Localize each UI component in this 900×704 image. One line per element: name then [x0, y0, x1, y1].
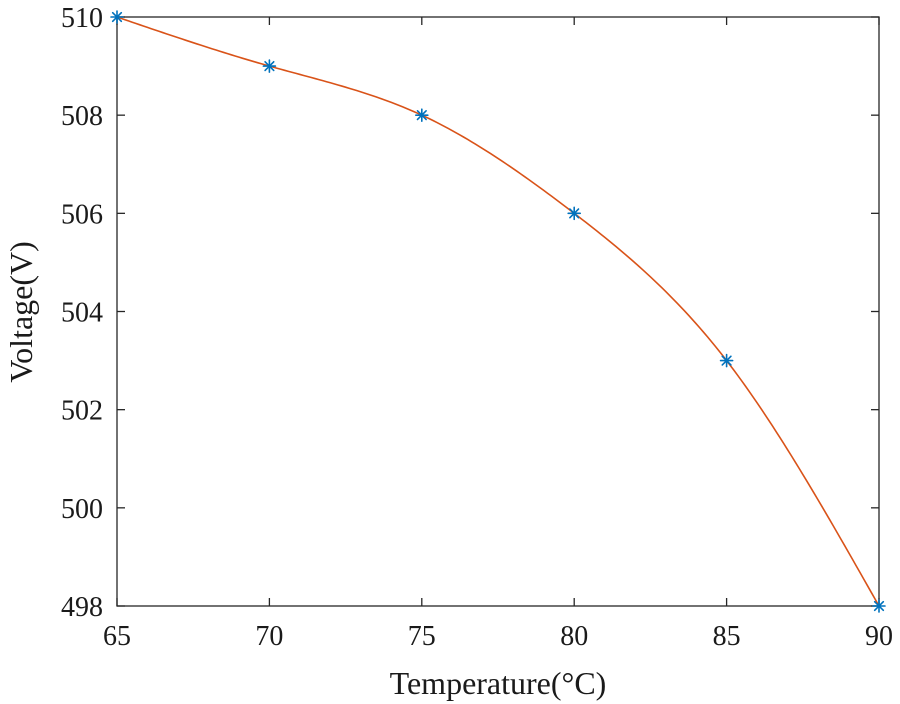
y-tick-label: 504	[61, 298, 103, 329]
data-point	[567, 206, 582, 221]
data-point	[262, 59, 277, 73]
y-tick-label: 500	[61, 494, 103, 525]
x-axis-title: Temperature(°C)	[390, 665, 607, 701]
y-tick-label: 510	[61, 3, 103, 34]
data-point	[719, 353, 734, 368]
x-tick-label: 90	[865, 621, 893, 652]
data-point	[414, 108, 429, 122]
x-tick-labels: 65 70 75 80 85 90	[103, 621, 893, 652]
x-tick-label: 85	[713, 621, 741, 652]
x-tick-label: 70	[255, 621, 283, 652]
tick-marks	[116, 16, 880, 607]
y-axis-title: Voltage(V)	[3, 241, 39, 383]
y-tick-labels: 498 500 502 504 506 508 510	[61, 3, 103, 623]
x-tick-label: 65	[103, 621, 131, 652]
y-tick-label: 498	[61, 592, 103, 623]
data-markers	[110, 10, 886, 613]
fit-curve	[116, 16, 880, 607]
data-point	[872, 599, 886, 613]
x-tick-label: 75	[408, 621, 436, 652]
y-tick-label: 508	[61, 101, 103, 132]
axes-box	[116, 16, 880, 607]
y-tick-label: 502	[61, 396, 103, 427]
data-point	[110, 10, 124, 24]
x-tick-label: 80	[560, 621, 588, 652]
y-tick-label: 506	[61, 199, 103, 230]
